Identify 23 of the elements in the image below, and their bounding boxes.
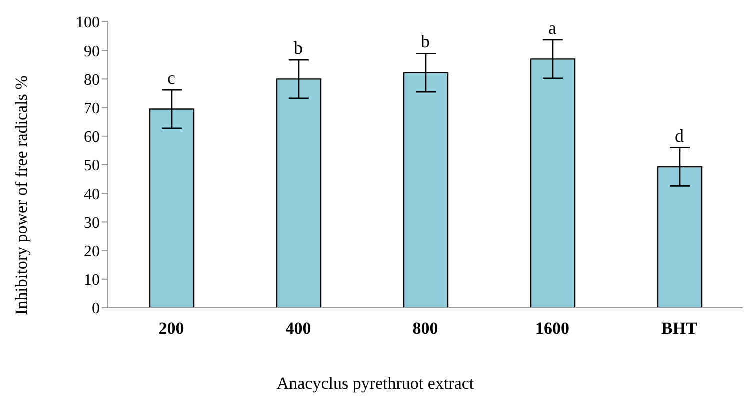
y-tick-label: 90: [84, 43, 100, 60]
x-tick-label: 800: [412, 319, 438, 338]
annotation: c: [168, 68, 176, 88]
y-tick-label: 100: [76, 14, 100, 32]
annotation: b: [294, 38, 303, 58]
y-tick-label: 60: [84, 129, 100, 146]
annotation: a: [548, 18, 556, 38]
y-tick-label: 20: [84, 243, 100, 260]
x-tick-label: 200: [158, 319, 184, 338]
annotation: d: [675, 126, 684, 146]
x-tick-label: BHT: [662, 319, 698, 338]
x-tick-label: 1600: [536, 319, 570, 338]
x-axis-title: Anacyclus pyrethruot extract: [276, 374, 476, 394]
y-tick-label: 70: [84, 100, 100, 118]
annotation: b: [421, 32, 430, 52]
y-tick-label: 80: [84, 72, 100, 89]
y-tick-label: 50: [84, 158, 100, 175]
x-tick-label: 400: [286, 319, 312, 338]
y-tick-label: 40: [84, 186, 100, 204]
y-tick-label: 10: [84, 272, 100, 290]
y-axis-title: Inhibitory power of free radicals %: [12, 76, 32, 315]
y-tick-label: 30: [84, 214, 100, 232]
y-tick-label: 0: [92, 300, 100, 318]
